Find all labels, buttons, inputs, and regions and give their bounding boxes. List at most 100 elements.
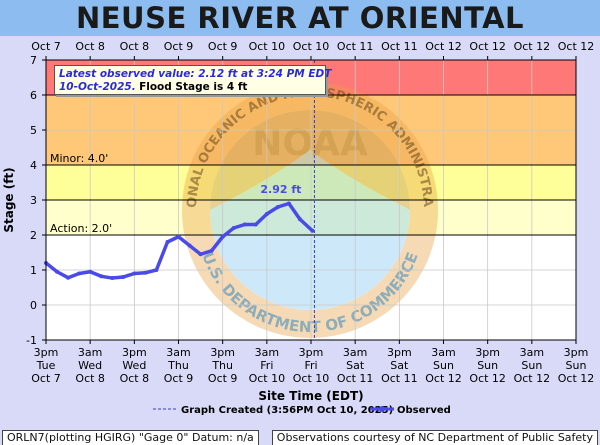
logo-upper-half bbox=[210, 110, 410, 210]
x-tick-date: Oct 7 bbox=[31, 372, 61, 385]
legend-created-label: Graph Created (3:56PM Oct 10, 2025) bbox=[181, 405, 393, 416]
x-tick-date: Oct 8 bbox=[120, 372, 150, 385]
x-tick-top-label: Oct 8 bbox=[75, 40, 105, 53]
x-tick-top-label: Oct 11 bbox=[337, 40, 374, 53]
x-tick-time: 3pm bbox=[122, 346, 147, 359]
x-tick-top-label: Oct 7 bbox=[31, 40, 61, 53]
x-tick-date: Oct 11 bbox=[381, 372, 418, 385]
observed-point bbox=[286, 201, 291, 206]
peak-label: 2.92 ft bbox=[260, 183, 301, 196]
observed-point bbox=[209, 248, 214, 253]
observed-point bbox=[154, 268, 159, 272]
observed-point bbox=[264, 212, 269, 216]
x-tick-time: 3pm bbox=[299, 346, 324, 359]
x-tick-time: 3pm bbox=[564, 346, 589, 359]
x-tick-date: Oct 10 bbox=[249, 372, 286, 385]
x-tick-day: Wed bbox=[78, 359, 102, 372]
x-tick-top-label: Oct 11 bbox=[381, 40, 418, 53]
observed-point bbox=[220, 234, 225, 239]
x-tick-time: 3am bbox=[343, 346, 367, 359]
x-tick-day: Thu bbox=[167, 359, 189, 372]
observed-point bbox=[310, 228, 315, 233]
x-axis-label: Site Time (EDT) bbox=[258, 389, 363, 403]
logo-outer-ring bbox=[182, 82, 438, 338]
observed-series: 2.92 ft bbox=[44, 183, 315, 281]
x-tick-top-label: Oct 12 bbox=[469, 40, 506, 53]
latest-value-date: 10-Oct-2025. bbox=[59, 81, 136, 93]
x-tick-day: Thu bbox=[211, 359, 233, 372]
observed-point bbox=[242, 222, 247, 227]
threshold-label: Action: 2.0' bbox=[50, 222, 112, 235]
logo-center-text: NOAA bbox=[252, 123, 368, 164]
observed-point bbox=[176, 234, 181, 239]
latest-value-text: Latest observed value: 2.12 ft at 3:24 P… bbox=[59, 68, 332, 80]
legend-observed-label: Observed bbox=[397, 405, 451, 416]
observed-point bbox=[187, 243, 192, 248]
observed-point bbox=[66, 275, 71, 280]
y-tick-label: 3 bbox=[30, 194, 37, 207]
x-tick-day: Fri bbox=[260, 359, 273, 372]
observed-point bbox=[88, 269, 93, 274]
x-tick-day: Sun bbox=[433, 359, 454, 372]
x-tick-date: Oct 9 bbox=[164, 372, 194, 385]
y-tick-label: 7 bbox=[30, 54, 37, 67]
x-tick-time: 3am bbox=[78, 346, 102, 359]
observed-point bbox=[121, 275, 126, 279]
y-tick-label: 6 bbox=[30, 89, 37, 102]
x-tick-day: Sun bbox=[477, 359, 498, 372]
observed-point bbox=[55, 269, 60, 274]
observed-point bbox=[110, 276, 115, 281]
x-tick-time: 3am bbox=[431, 346, 455, 359]
x-tick-top-label: Oct 10 bbox=[249, 40, 286, 53]
logo-inner-disc bbox=[210, 110, 410, 310]
threshold-labels: Minor: 4.0' Action: 2.0' bbox=[50, 152, 112, 235]
observed-point bbox=[275, 205, 280, 209]
x-tick-day: Sun bbox=[566, 359, 587, 372]
x-tick-day: Wed bbox=[122, 359, 146, 372]
observed-point bbox=[253, 222, 258, 227]
x-tick-top-label: Oct 10 bbox=[293, 40, 330, 53]
y-tick-label: 5 bbox=[30, 124, 37, 137]
title-bar: NEUSE RIVER AT ORIENTAL bbox=[0, 0, 600, 36]
x-tick-date: Oct 8 bbox=[75, 372, 105, 385]
observed-point bbox=[132, 271, 137, 276]
x-tick-date: Oct 9 bbox=[208, 372, 238, 385]
x-tick-time: 3pm bbox=[210, 346, 235, 359]
x-tick-day: Sat bbox=[390, 359, 409, 372]
x-tick-date: Oct 12 bbox=[469, 372, 506, 385]
observed-point bbox=[143, 270, 148, 275]
x-tick-date: Oct 12 bbox=[558, 372, 595, 385]
x-tick-date: Oct 12 bbox=[425, 372, 462, 385]
y-tick-label: 2 bbox=[30, 229, 37, 242]
x-tick-top-label: Oct 8 bbox=[120, 40, 150, 53]
legend-observed-marker bbox=[379, 406, 385, 412]
x-tick-date: Oct 11 bbox=[337, 372, 374, 385]
x-tick-time: 3pm bbox=[387, 346, 412, 359]
y-axis-label: Stage (ft) bbox=[2, 167, 16, 232]
y-tick-label: 0 bbox=[30, 299, 37, 312]
x-tick-day: Sat bbox=[346, 359, 365, 372]
y-tick-label: -1 bbox=[26, 334, 37, 347]
x-tick-day: Fri bbox=[304, 359, 317, 372]
x-tick-date: Oct 12 bbox=[514, 372, 551, 385]
latest-value-box: Latest observed value: 2.12 ft at 3:24 P… bbox=[54, 65, 332, 95]
observed-point bbox=[297, 217, 302, 222]
observed-point bbox=[165, 240, 170, 244]
x-tick-top-label: Oct 9 bbox=[208, 40, 238, 53]
x-tick-time: 3am bbox=[520, 346, 544, 359]
flood-stage-text: Flood Stage is 4 ft bbox=[139, 81, 248, 93]
observed-point bbox=[231, 226, 236, 230]
x-tick-day: Tue bbox=[36, 359, 56, 372]
x-tick-time: 3pm bbox=[34, 346, 59, 359]
gage-datum-note: ORLN7(plotting HGIRG) "Gage 0" Datum: n/… bbox=[2, 430, 259, 445]
y-tick-label: 1 bbox=[30, 264, 37, 277]
observed-point bbox=[99, 274, 104, 279]
x-tick-time: 3am bbox=[166, 346, 190, 359]
x-tick-day: Sun bbox=[521, 359, 542, 372]
x-tick-top-label: Oct 12 bbox=[558, 40, 595, 53]
chart-title: NEUSE RIVER AT ORIENTAL bbox=[75, 1, 525, 35]
x-tick-time: 3am bbox=[255, 346, 279, 359]
